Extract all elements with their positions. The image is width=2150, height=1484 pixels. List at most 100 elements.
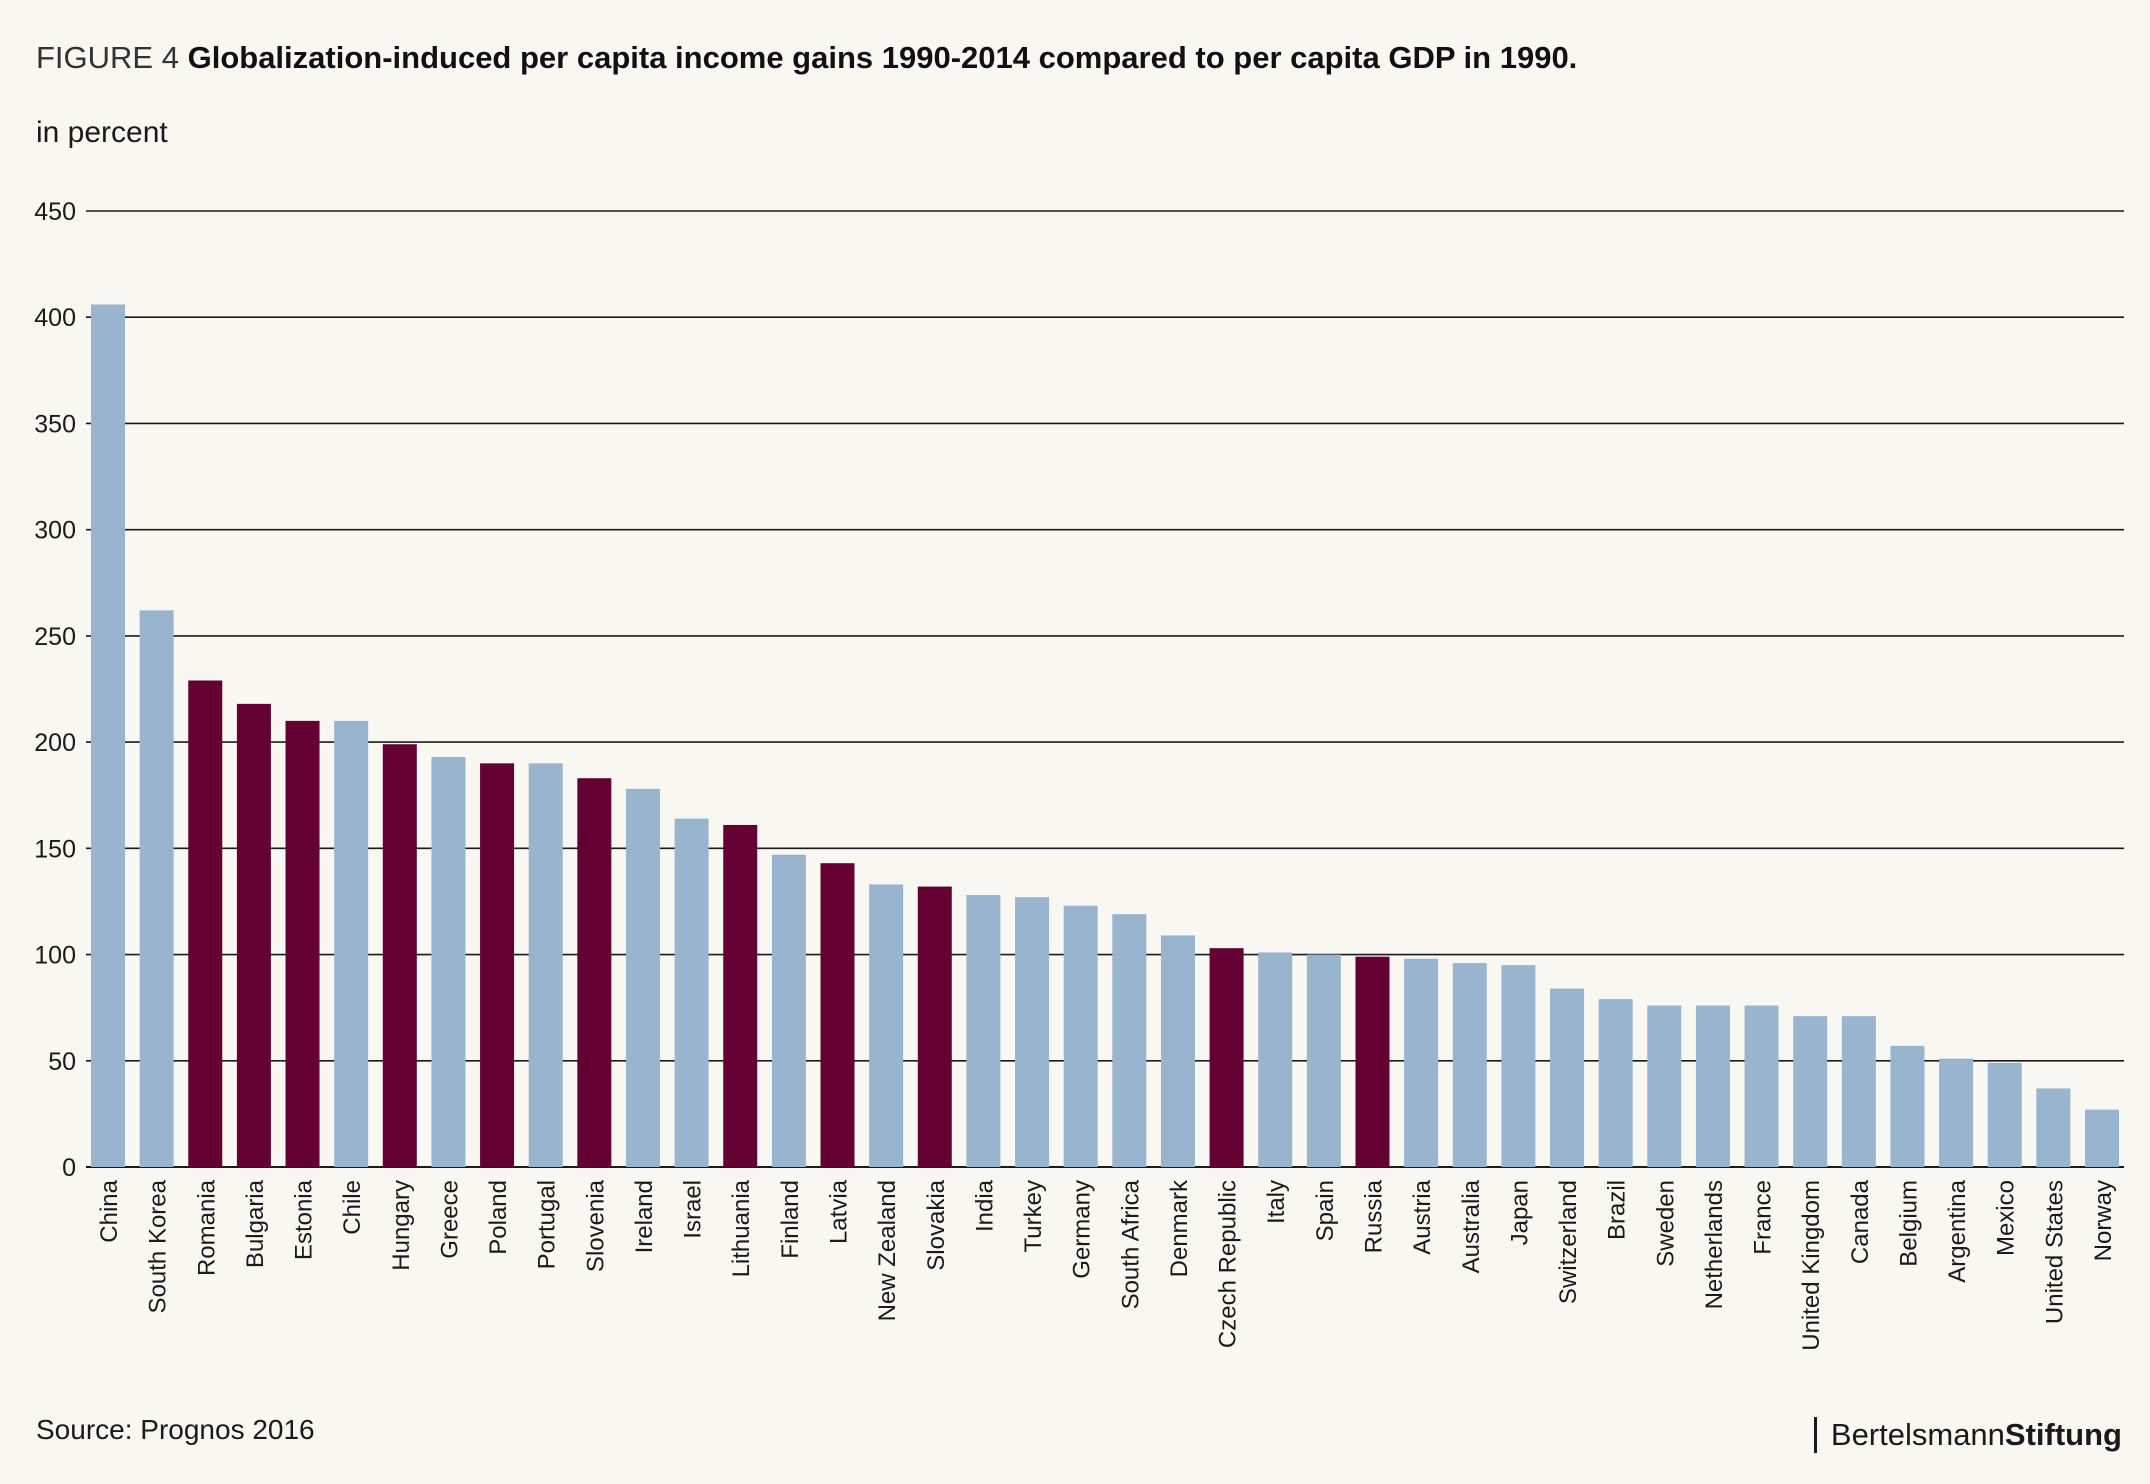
- bar-switzerland: [1550, 988, 1585, 1167]
- bar-denmark: [1160, 935, 1195, 1167]
- bar-lithuania: [723, 824, 758, 1167]
- y-tick-label: 250: [34, 623, 76, 651]
- bar-new-zealand: [869, 884, 904, 1167]
- y-tick-label: 100: [34, 942, 76, 970]
- bar-estonia: [285, 720, 320, 1167]
- logo-text-bold: Stiftung: [2004, 1417, 2122, 1452]
- x-tick-label: Russia: [1360, 1179, 1387, 1253]
- bar-bulgaria: [236, 703, 271, 1167]
- x-tick-label: New Zealand: [874, 1180, 901, 1321]
- x-tick-label: Chile: [339, 1180, 366, 1235]
- bar-slovenia: [577, 778, 612, 1167]
- bar-brazil: [1598, 999, 1633, 1167]
- x-tick-label: Poland: [485, 1180, 512, 1255]
- bar-norway: [2085, 1109, 2119, 1167]
- x-tick-label: United Kingdom: [1798, 1180, 1825, 1351]
- source-note: Source: Prognos 2016: [36, 1414, 315, 1445]
- y-tick-label: 400: [34, 304, 76, 332]
- y-tick-label: 150: [34, 835, 76, 863]
- bar-spain: [1306, 954, 1341, 1167]
- chart-title: Globalization-induced per capita income …: [187, 40, 1578, 75]
- x-tick-label: Norway: [2090, 1180, 2117, 1261]
- x-tick-label: Estonia: [291, 1179, 318, 1260]
- bar-latvia: [820, 863, 855, 1167]
- bar-sweden: [1647, 1005, 1682, 1167]
- figure-label: FIGURE 4: [36, 40, 179, 75]
- y-axis-ticks: 0 50 100 150 200 250 300 350 400 450: [34, 198, 76, 1182]
- y-tick-label: 350: [34, 410, 76, 438]
- x-tick-label: Austria: [1409, 1179, 1436, 1254]
- x-tick-label: South Africa: [1117, 1179, 1144, 1309]
- x-tick-label: Portugal: [534, 1180, 561, 1269]
- bar-czech-republic: [1209, 948, 1244, 1167]
- y-tick-label: 450: [34, 198, 76, 226]
- x-tick-label: France: [1750, 1180, 1777, 1255]
- bar-russia: [1355, 956, 1390, 1167]
- y-tick-label: 50: [48, 1048, 76, 1076]
- bar-netherlands: [1695, 1005, 1730, 1167]
- bar-united-kingdom: [1793, 1016, 1828, 1167]
- bar-slovakia: [917, 886, 952, 1167]
- y-axis-unit-label: in percent: [36, 116, 168, 149]
- x-tick-label: Switzerland: [1555, 1180, 1582, 1304]
- bar-australia: [1452, 963, 1487, 1167]
- bar-greece: [431, 756, 466, 1167]
- y-tick-label: 300: [34, 517, 76, 545]
- y-tick-label: 0: [62, 1154, 76, 1182]
- x-tick-label: Latvia: [826, 1179, 853, 1244]
- x-tick-label: Italy: [1263, 1180, 1290, 1224]
- bar-united-states: [2036, 1088, 2071, 1167]
- x-tick-label: Bulgaria: [242, 1179, 269, 1268]
- x-tick-label: United States: [2041, 1180, 2068, 1324]
- bar-germany: [1063, 905, 1098, 1167]
- bar-portugal: [528, 763, 563, 1167]
- x-tick-label: Greece: [436, 1180, 463, 1259]
- x-axis-ticks: China South Korea Romania Bulgaria Estonia Ch…: [96, 1179, 2117, 1351]
- x-tick-label: Slovakia: [923, 1179, 950, 1270]
- bar-hungary: [382, 744, 417, 1167]
- x-tick-label: Brazil: [1604, 1180, 1631, 1240]
- bar-austria: [1404, 958, 1439, 1167]
- y-tick-label: 200: [34, 729, 76, 757]
- bar-finland: [771, 854, 806, 1167]
- bar-poland: [480, 763, 515, 1167]
- x-tick-label: South Korea: [145, 1179, 172, 1313]
- x-tick-label: Lithuania: [728, 1179, 755, 1277]
- bar-italy: [1258, 952, 1293, 1167]
- x-tick-label: Australia: [1458, 1179, 1485, 1273]
- x-tick-label: India: [971, 1179, 998, 1232]
- logo-bar-icon: [1813, 1417, 1817, 1453]
- bertelsmann-stiftung-logo: Bertelsmann Stiftung: [1813, 1417, 2122, 1453]
- grid-lines: [86, 210, 2124, 1168]
- bar-romania: [188, 680, 223, 1167]
- bar-china: [91, 304, 125, 1167]
- bar-chile: [334, 720, 369, 1167]
- x-tick-label: Sweden: [1652, 1180, 1679, 1267]
- x-tick-label: Canada: [1847, 1179, 1874, 1264]
- x-tick-label: China: [96, 1179, 123, 1242]
- bar-argentina: [1939, 1058, 1974, 1167]
- x-tick-label: Netherlands: [1701, 1180, 1728, 1309]
- bar-turkey: [1015, 897, 1050, 1167]
- bar-japan: [1501, 965, 1536, 1167]
- x-tick-label: Slovenia: [582, 1179, 609, 1272]
- x-tick-label: Finland: [777, 1180, 804, 1259]
- bar-south-korea: [139, 610, 174, 1167]
- bar-belgium: [1890, 1045, 1925, 1167]
- x-tick-label: Denmark: [1166, 1179, 1193, 1277]
- bar-mexico: [1987, 1062, 2022, 1167]
- x-tick-label: Belgium: [1895, 1180, 1922, 1267]
- x-tick-label: Hungary: [388, 1180, 415, 1271]
- chart-header: FIGURE 4 Globalization-induced per capit…: [36, 38, 1577, 78]
- x-tick-label: Germany: [1069, 1180, 1096, 1279]
- x-tick-label: Japan: [1506, 1180, 1533, 1245]
- bar-canada: [1841, 1016, 1876, 1167]
- bars: [91, 304, 2119, 1167]
- bar-south-africa: [1112, 914, 1147, 1167]
- logo-text-regular: Bertelsmann: [1830, 1417, 2005, 1452]
- x-tick-label: Spain: [1312, 1180, 1339, 1241]
- x-tick-label: Turkey: [1020, 1180, 1047, 1252]
- bar-israel: [674, 818, 709, 1167]
- x-tick-label: Mexico: [1993, 1180, 2020, 1256]
